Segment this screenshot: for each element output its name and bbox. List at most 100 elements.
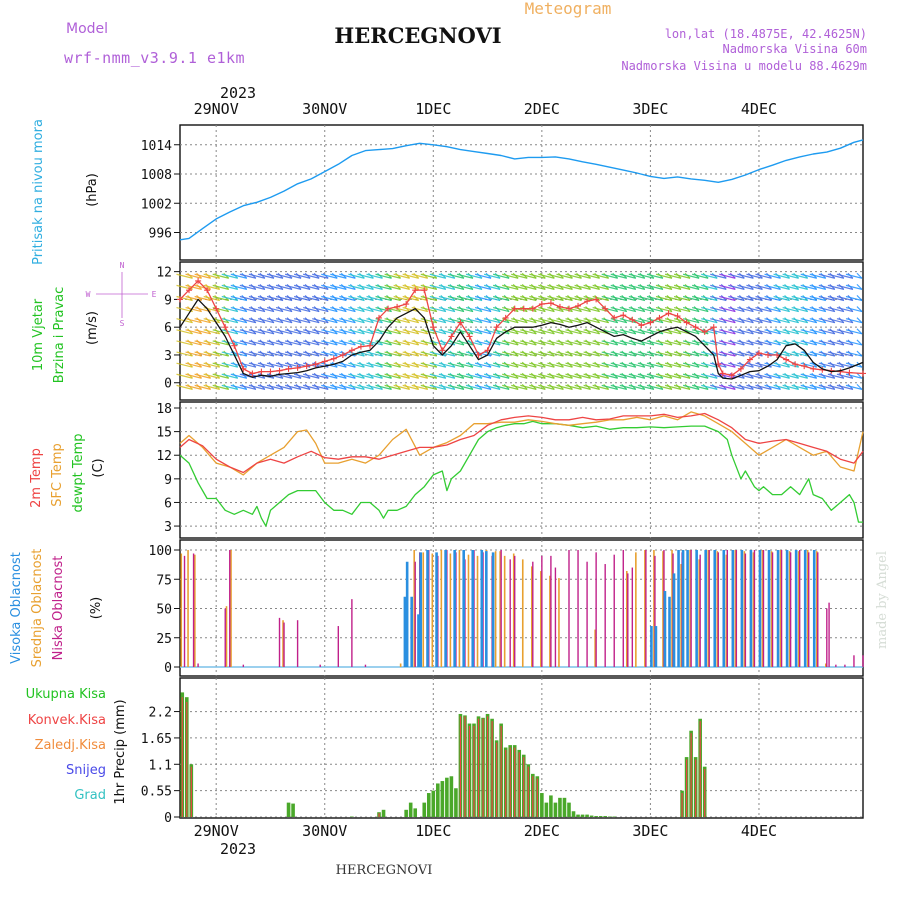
top-day-label: 1DEC <box>415 100 451 118</box>
wind-barb <box>856 383 863 390</box>
wind-barb <box>348 284 365 290</box>
total-precip-bar <box>562 797 567 817</box>
wind-barb <box>619 284 636 290</box>
wind-barb <box>619 373 636 379</box>
wind-barb <box>710 351 727 357</box>
wind-barb <box>710 340 727 346</box>
bottom-day-label: 2DEC <box>524 822 560 840</box>
wind-barb <box>646 295 664 302</box>
wind-barb <box>782 329 799 335</box>
wind-barb <box>438 373 456 379</box>
wind-barb <box>474 373 492 379</box>
wind-barb <box>556 284 573 290</box>
wind-barb <box>856 295 863 301</box>
conv-precip-bar <box>527 766 529 817</box>
wind-barb <box>348 318 365 324</box>
wind-barb <box>321 318 338 324</box>
wind-barb <box>474 384 492 390</box>
wind-side-labels: 10m Vjetar Brzina i Pravac (m/s) N S W E <box>31 261 157 383</box>
wind-barb <box>375 295 392 302</box>
wind-barb <box>637 340 655 346</box>
wind-barb <box>447 307 465 313</box>
wind-barb <box>420 295 437 302</box>
wind-barb <box>773 329 790 335</box>
wind-barb <box>493 373 510 379</box>
wind-barb <box>411 284 428 290</box>
wind-barb <box>357 384 374 390</box>
wind-barb <box>673 295 691 302</box>
wind-barb <box>782 362 799 368</box>
wind-barb <box>764 340 781 346</box>
wind-barb <box>755 329 772 335</box>
wind-barb <box>655 362 673 368</box>
wind-barb <box>502 351 519 357</box>
wind-barb <box>212 284 229 290</box>
pressure-line <box>179 139 864 241</box>
wind-gust-marker <box>529 305 536 312</box>
wind-barb <box>583 373 600 379</box>
pressure-title: Pritisak na nivou mora <box>31 119 46 265</box>
wind-barb <box>827 295 845 302</box>
wind-barb <box>529 384 546 390</box>
wind-barb <box>520 329 537 335</box>
wind-gust-marker <box>860 370 866 377</box>
wind-barb <box>664 284 682 290</box>
conv-precip-bar <box>378 813 380 817</box>
temp-unit: (C) <box>91 458 106 477</box>
wind-barb <box>692 295 709 302</box>
wind-barb <box>746 351 763 357</box>
wind-barb <box>330 295 347 302</box>
total-precip-bar <box>540 793 544 817</box>
wind-gust-marker <box>665 310 672 317</box>
wind-barb <box>601 340 618 346</box>
wind-barb <box>565 295 582 302</box>
wind-barb <box>610 284 627 290</box>
wind-barb <box>221 384 238 390</box>
wind-barb <box>637 295 655 302</box>
total-precip-bar <box>612 816 617 818</box>
wind-barb <box>275 362 293 368</box>
wind-barb <box>673 273 691 279</box>
wind-barb <box>203 340 220 346</box>
wind-barb <box>520 373 537 379</box>
wind-barb <box>212 384 229 390</box>
wind-barb <box>719 295 736 302</box>
wind-barb <box>402 318 419 324</box>
wind-barb <box>221 318 238 324</box>
wind-barb <box>773 318 790 324</box>
wind-barb <box>845 329 863 335</box>
wind-barb <box>746 295 763 302</box>
wind-barb <box>592 384 609 390</box>
wind-barb <box>791 307 808 313</box>
wind-barb <box>836 351 854 357</box>
wind-barb <box>619 351 636 357</box>
wind-barb <box>547 273 564 279</box>
wind-barb <box>592 329 609 335</box>
total-precip-bar <box>426 793 431 817</box>
wind-gust-marker <box>466 333 473 340</box>
wind-barb <box>248 340 266 346</box>
wind-barb <box>592 340 609 346</box>
wind-barb <box>619 307 636 313</box>
wind-barb <box>682 273 700 279</box>
wind-barb <box>601 295 618 302</box>
wind-barb <box>402 362 419 368</box>
wind-barb <box>728 340 745 346</box>
wind-barb <box>646 273 664 279</box>
wind-barb <box>556 362 573 368</box>
wind-barb <box>375 351 392 357</box>
conv-precip-bar <box>181 697 183 817</box>
wind-barb <box>474 329 492 335</box>
wind-barb <box>592 351 609 357</box>
wind-barb <box>402 307 419 313</box>
wind-barb <box>176 329 193 335</box>
wind-barb <box>673 284 691 290</box>
wind-gust-marker <box>593 296 600 303</box>
wind-barb <box>673 351 691 357</box>
wind-barb <box>438 295 456 302</box>
wind-barb <box>303 318 320 324</box>
wind-barb <box>339 329 356 335</box>
wind-barb <box>257 307 275 313</box>
wind-barb <box>619 273 636 279</box>
wind-barb <box>547 307 564 313</box>
